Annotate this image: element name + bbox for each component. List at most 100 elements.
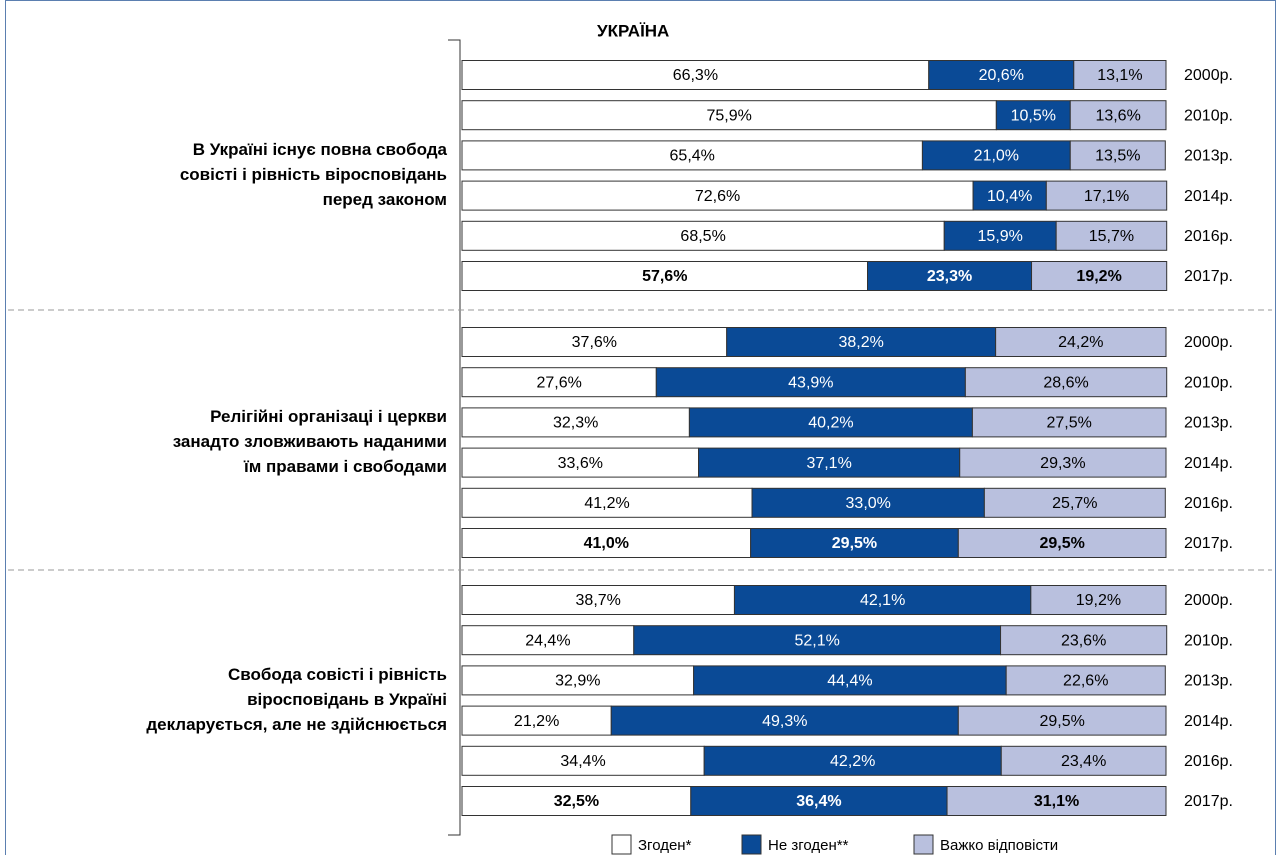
bar-segment: [461, 786, 692, 816]
bar-segment: [461, 745, 705, 776]
value-label: 17,1%: [1084, 188, 1129, 205]
value-label: 32,5%: [554, 793, 599, 810]
bar-segment: [943, 220, 1057, 251]
category-label: 2014р.: [1184, 455, 1233, 472]
bar-segment: [461, 60, 930, 90]
value-label: 72,6%: [695, 188, 740, 205]
value-label: 29,3%: [1040, 455, 1085, 472]
group-label: перед законом: [323, 190, 447, 209]
value-label: 28,6%: [1043, 374, 1088, 391]
group-label: В Україні існує повна свобода: [193, 140, 448, 159]
bar-segment: [921, 140, 1071, 171]
value-label: 15,7%: [1089, 228, 1134, 245]
value-label: 34,4%: [560, 753, 605, 770]
value-label: 41,0%: [584, 535, 629, 552]
value-label: 31,1%: [1034, 793, 1079, 810]
bar-segment: [971, 407, 1167, 438]
bar-segment: [461, 665, 695, 696]
bar-segment: [655, 367, 966, 398]
value-label: 37,6%: [572, 334, 617, 351]
value-label: 21,0%: [974, 148, 1019, 165]
bar-segment: [698, 447, 961, 478]
value-label: 32,9%: [555, 673, 600, 690]
value-label: 23,4%: [1061, 753, 1106, 770]
value-label: 38,7%: [576, 592, 621, 609]
bar-segment: [461, 261, 869, 291]
value-label: 57,6%: [642, 268, 687, 285]
category-label: 2016р.: [1184, 753, 1233, 770]
value-label: 68,5%: [680, 228, 725, 245]
bar-segment: [928, 60, 1075, 90]
value-label: 21,2%: [514, 713, 559, 730]
bar-segment: [693, 665, 1007, 696]
value-label: 65,4%: [670, 148, 715, 165]
value-label: 42,1%: [860, 592, 905, 609]
value-label: 38,2%: [838, 334, 883, 351]
category-label: 2010р.: [1184, 632, 1233, 649]
bar-segment: [461, 705, 612, 736]
bar-segment: [1069, 100, 1167, 131]
legend-label: Важко відповісти: [940, 837, 1058, 854]
value-label: 13,6%: [1095, 107, 1140, 124]
category-label: 2013р.: [1184, 148, 1233, 165]
bar-segment: [957, 528, 1167, 558]
bar-segment: [959, 447, 1167, 478]
value-label: 24,4%: [525, 632, 570, 649]
value-label: 27,6%: [536, 374, 581, 391]
bar-segment: [461, 407, 690, 438]
category-label: 2013р.: [1184, 415, 1233, 432]
bar-segment: [1031, 261, 1168, 291]
value-label: 37,1%: [806, 455, 851, 472]
bar-segment: [1005, 665, 1166, 696]
bracket: [448, 39, 461, 836]
value-label: 22,6%: [1063, 673, 1108, 690]
value-label: 49,3%: [762, 713, 807, 730]
value-label: 25,7%: [1052, 495, 1097, 512]
bar-segment: [461, 220, 945, 251]
group-label: Релігійні організаці і церкви: [210, 407, 447, 426]
bar-segment: [972, 180, 1047, 211]
bar-segment: [703, 745, 1002, 776]
bar-segment: [957, 705, 1167, 736]
bar-segment: [461, 585, 735, 615]
bar-segment: [995, 327, 1167, 357]
category-label: 2016р.: [1184, 228, 1233, 245]
value-label: 40,2%: [808, 415, 853, 432]
bar-segment: [750, 528, 959, 558]
value-label: 75,9%: [706, 107, 751, 124]
bar-segment: [688, 407, 973, 438]
value-label: 43,9%: [788, 374, 833, 391]
bar-segment: [461, 487, 753, 518]
value-label: 33,0%: [846, 495, 891, 512]
value-label: 13,5%: [1095, 148, 1140, 165]
value-label: 33,6%: [558, 455, 603, 472]
category-label: 2017р.: [1184, 268, 1233, 285]
category-label: 2016р.: [1184, 495, 1233, 512]
bar-segment: [610, 705, 959, 736]
category-label: 2017р.: [1184, 793, 1233, 810]
bar-segment: [995, 100, 1071, 131]
value-label: 29,5%: [1039, 713, 1084, 730]
bar-segment: [461, 100, 997, 131]
bar-segment: [983, 487, 1166, 518]
category-label: 2000р.: [1184, 67, 1233, 84]
value-label: 66,3%: [673, 67, 718, 84]
bar-segment: [1069, 140, 1166, 171]
legend-label: Згоден*: [638, 837, 692, 854]
bar-segment: [1000, 745, 1167, 776]
legend-swatch: [611, 834, 632, 855]
value-label: 29,5%: [832, 535, 877, 552]
value-label: 42,2%: [830, 753, 875, 770]
category-label: 2013р.: [1184, 673, 1233, 690]
category-label: 2000р.: [1184, 334, 1233, 351]
bar-segment: [690, 786, 948, 816]
value-label: 20,6%: [979, 67, 1024, 84]
bar-segment: [867, 261, 1033, 291]
value-label: 41,2%: [584, 495, 629, 512]
value-label: 32,3%: [553, 415, 598, 432]
group-label: совісті і рівність віросповідань: [180, 165, 447, 184]
group-label: Свобода совісті і рівність: [228, 665, 447, 684]
value-label: 23,6%: [1061, 632, 1106, 649]
group-label: їм правами і свободами: [243, 457, 447, 476]
